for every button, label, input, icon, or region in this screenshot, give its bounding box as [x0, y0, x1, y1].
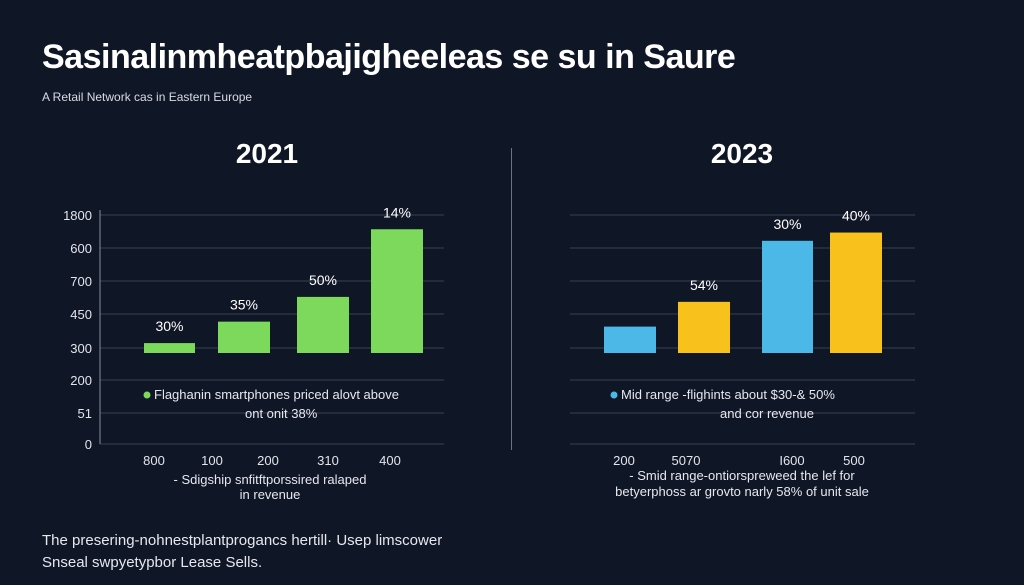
- legend-text-line-2: and cor revenue: [720, 406, 814, 421]
- bar-data-label: 40%: [842, 208, 870, 224]
- legend-text-line-1: Mid range -flighints about $30-& 50%: [621, 387, 835, 402]
- footer-line-2: Snseal swpyetypbor Lease Sells.: [42, 554, 263, 571]
- y-tick-label: 450: [70, 307, 92, 322]
- bar: [604, 326, 656, 353]
- bar: [144, 343, 195, 353]
- bar-data-label: 54%: [690, 277, 718, 293]
- bar-data-label: 14%: [383, 204, 411, 220]
- chart-title: 2021: [236, 138, 298, 169]
- bar-data-label: 50%: [309, 272, 337, 288]
- y-tick-label: 1800: [63, 208, 92, 223]
- bar: [218, 321, 270, 353]
- footer-note: The presering-nohnestplantprogancs herti…: [42, 530, 482, 574]
- x-tick-label: 200: [257, 453, 279, 468]
- x-tick-label: 400: [379, 453, 401, 468]
- x-tick-label: I600: [779, 453, 804, 468]
- x-tick-label: 500: [843, 453, 865, 468]
- chart-caption-line-1: - Smid range-ontiorspreweed the lef for: [629, 468, 855, 483]
- x-tick-label: 5070: [672, 453, 701, 468]
- chart-caption-line-1: - Sdigship snfitftporssired ralaped: [174, 472, 367, 487]
- x-tick-label: 310: [317, 453, 339, 468]
- bar-data-label: 35%: [230, 297, 258, 313]
- x-tick-label: 800: [143, 453, 165, 468]
- legend-marker: [143, 391, 151, 399]
- y-tick-label: 300: [70, 341, 92, 356]
- bar-data-label: 30%: [773, 216, 801, 232]
- bar: [297, 296, 349, 353]
- y-tick-label: 600: [70, 241, 92, 256]
- legend-marker: [610, 391, 618, 399]
- x-tick-label: 100: [201, 453, 223, 468]
- chart-caption-line-2: betyerphoss ar grovto narly 58% of unit …: [615, 484, 869, 499]
- page-subtitle: A Retail Network cas in Eastern Europe: [42, 90, 253, 104]
- page-title: Sasinalinmheatpbajigheeleas se su in Sau…: [42, 38, 736, 76]
- chart-title: 2023: [711, 138, 773, 169]
- bar: [762, 240, 813, 353]
- y-tick-label: 51: [78, 406, 92, 421]
- footer-line-1: The presering-nohnestplantprogancs herti…: [42, 532, 443, 549]
- bar: [830, 232, 882, 353]
- bar-data-label: 30%: [155, 318, 183, 334]
- chart-divider: [511, 148, 512, 450]
- y-tick-label: 0: [85, 437, 92, 452]
- bar: [678, 301, 730, 353]
- legend-text-line-1: Flaghanin smartphones priced alovt above: [154, 387, 399, 402]
- chart-caption-line-2: in revenue: [240, 487, 301, 502]
- x-tick-label: 200: [613, 453, 635, 468]
- legend-text-line-2: ont onit 38%: [245, 406, 318, 421]
- bar: [371, 229, 423, 353]
- y-tick-label: 200: [70, 373, 92, 388]
- y-tick-label: 700: [70, 274, 92, 289]
